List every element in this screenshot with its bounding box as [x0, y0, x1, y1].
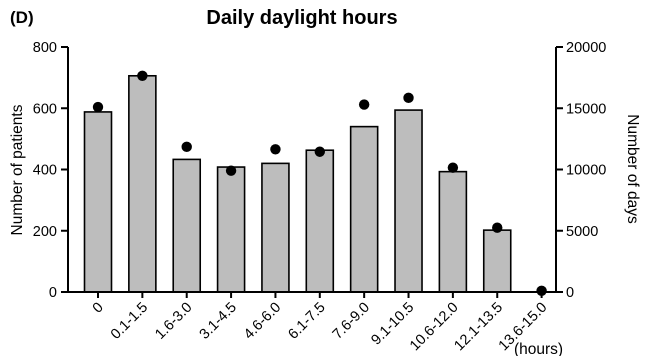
point-1	[137, 70, 148, 81]
left-tick-label-3: 600	[33, 101, 57, 117]
point-2	[181, 141, 192, 153]
left-ticks-group: 0 200 400 600 800	[33, 40, 68, 301]
bar-9	[482, 229, 512, 293]
bar-6	[349, 125, 379, 293]
points-group	[92, 70, 547, 296]
x-tick-label-3: 3.1-4.5	[197, 300, 240, 343]
point-0	[92, 101, 104, 113]
x-tick-label-5: 6.1-7.5	[285, 300, 328, 343]
x-axis-unit-label: (hours)	[514, 341, 563, 356]
point-7	[403, 92, 414, 104]
point-4	[270, 144, 281, 155]
point-8	[447, 162, 459, 173]
point-10	[536, 285, 547, 296]
y-axis-label: Number of patients	[9, 104, 26, 235]
right-tick-label-3: 15000	[566, 101, 606, 117]
left-tick-label-1: 200	[33, 224, 57, 240]
bar-3	[216, 166, 246, 293]
panel-label: (D)	[10, 8, 34, 27]
right-tick-label-1: 5000	[566, 224, 598, 240]
point-3	[225, 165, 237, 176]
x-tick-label-6: 7.6-9.0	[330, 300, 373, 343]
right-ticks-group: 0 5000 10000 15000 20000	[556, 40, 606, 301]
right-tick-label-4: 20000	[566, 40, 606, 56]
bar-0	[83, 111, 113, 293]
x-tick-label-0: 0	[90, 300, 107, 317]
bar-5	[305, 149, 335, 293]
left-tick-label-0: 0	[49, 285, 57, 301]
left-tick-label-2: 400	[33, 163, 57, 179]
point-6	[358, 99, 370, 110]
x-tick-label-4: 4.6-6.0	[241, 300, 284, 343]
chart-title: Daily daylight hours	[206, 7, 397, 29]
bars-group	[83, 74, 512, 293]
bar-7	[394, 109, 423, 293]
x-tick-label-2: 1.6-3.0	[152, 300, 195, 343]
bar-8	[438, 170, 468, 293]
x-tick-label-1: 0.1-1.5	[108, 300, 151, 343]
point-5	[314, 146, 325, 157]
bar-4	[261, 162, 290, 293]
right-tick-label-2: 10000	[566, 163, 606, 179]
x-ticks-group: 0 0.1-1.5 1.6-3.0 3.1-4.5 4.6-6.0 6.1-7.5 7.6-…	[90, 292, 550, 354]
right-tick-label-0: 0	[566, 285, 574, 301]
y2-axis-label: Number of days	[624, 114, 641, 224]
point-9	[492, 222, 503, 233]
left-tick-label-4: 800	[33, 40, 57, 56]
bar-1	[128, 74, 157, 293]
bar-2	[172, 158, 202, 293]
